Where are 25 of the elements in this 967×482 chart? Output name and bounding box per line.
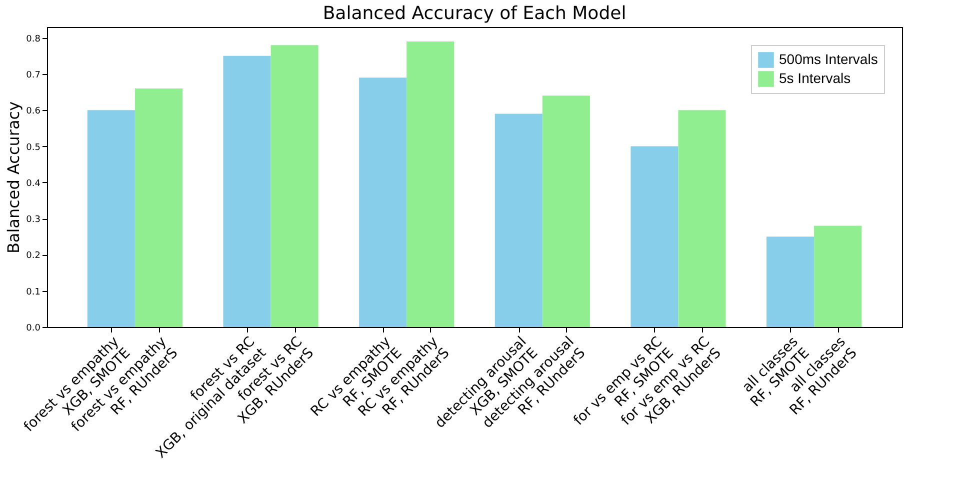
- y-tick-label: 0.7: [26, 70, 40, 80]
- bar: [766, 236, 814, 327]
- bar: [223, 56, 271, 327]
- y-axis-title: Balanced Accuracy: [4, 101, 24, 254]
- bar: [87, 110, 135, 327]
- y-tick-label: 0.4: [26, 178, 41, 189]
- bar: [406, 41, 454, 327]
- y-tick-label: 0.6: [26, 106, 41, 117]
- bar: [359, 78, 407, 327]
- legend-label: 500ms Intervals: [779, 51, 878, 67]
- y-tick-label: 0.5: [26, 142, 40, 153]
- y-tick-label: 0.3: [26, 215, 40, 226]
- bar: [134, 88, 182, 327]
- legend-label: 5s Intervals: [779, 70, 851, 86]
- chart-title: Balanced Accuracy of Each Model: [322, 3, 626, 24]
- y-tick-label: 0.1: [26, 287, 40, 298]
- bar: [542, 96, 590, 327]
- y-tick-label: 0.2: [26, 251, 40, 262]
- bar: [494, 114, 542, 327]
- bar: [630, 146, 678, 327]
- y-tick-label: 0.0: [26, 324, 41, 334]
- bar: [270, 45, 318, 327]
- bar: [814, 226, 862, 327]
- bar: [678, 110, 726, 327]
- y-tick-label: 0.8: [26, 34, 41, 44]
